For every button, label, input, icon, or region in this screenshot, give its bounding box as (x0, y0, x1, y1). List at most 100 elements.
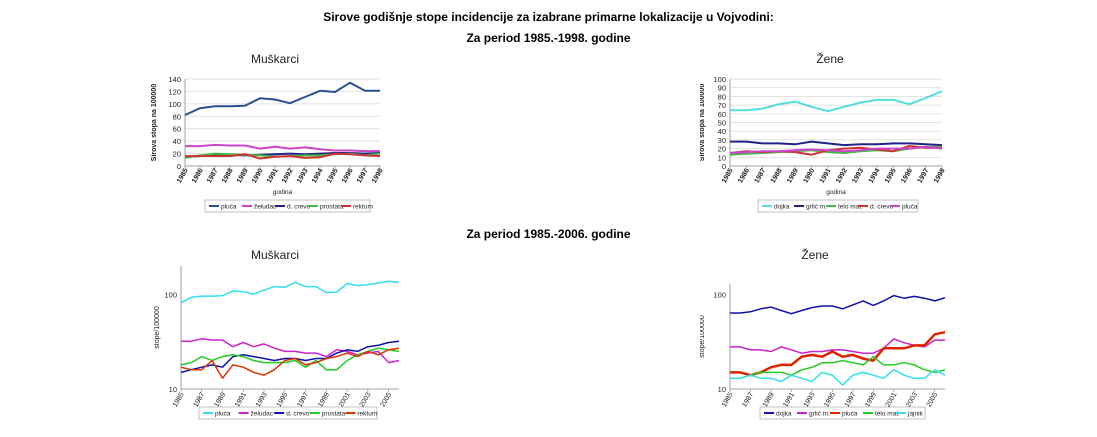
legend-label: jajnik (907, 411, 924, 418)
x-tick-label: 1987 (206, 167, 220, 184)
series-line-rektum (185, 152, 381, 160)
y-tick-label: 40 (173, 137, 181, 146)
x-tick-label: 2001 (338, 391, 352, 408)
y-tick-label: 0 (177, 162, 181, 171)
x-tick-label: 2001 (885, 391, 899, 408)
y-tick-label: 100 (164, 290, 177, 299)
x-tick-label: 1992 (835, 167, 849, 184)
legend-label: rektum (357, 411, 377, 418)
legend-label: rektum (353, 204, 373, 211)
y-tick-label: 60 (718, 110, 726, 119)
x-tick-label: 1987 (741, 391, 755, 408)
x-axis-label: godina (273, 189, 293, 196)
series-line-grlim (730, 140, 943, 147)
x-tick-label: 2005 (926, 391, 940, 408)
x-tick-label: 1997 (296, 391, 310, 408)
legend-label: pluća (842, 411, 858, 418)
y-tick-label: 120 (168, 87, 181, 96)
y-tick-label: 0 (722, 162, 726, 171)
x-tick-label: 1990 (251, 167, 265, 184)
legend-box (198, 406, 378, 420)
y-tick-label: 40 (718, 127, 726, 136)
y-axis-label: stope/100000 (154, 306, 161, 349)
series-line-plua (184, 81, 380, 116)
series-line-dojka (730, 294, 946, 315)
legend-box (759, 406, 926, 420)
series-line-jajnik (730, 369, 946, 386)
chart-men-1985-1998: Muškarci 0 20 40 60 80 100 120 140 Sirova stopa n… (151, 52, 385, 213)
period-title-2: Za period 1985.-2006. godine (466, 227, 631, 241)
series-line-plua (730, 330, 946, 377)
period-title-1: Za period 1985.-1998. godine (466, 31, 631, 45)
x-tick-label: 1996 (341, 167, 355, 184)
y-tick-label: 80 (718, 92, 726, 101)
x-axis-label: godina (826, 189, 846, 196)
legend-box (757, 199, 919, 213)
x-tick-label: 1993 (851, 167, 865, 184)
x-tick-label: 1988 (221, 167, 235, 184)
x-tick-label: 1986 (191, 167, 205, 184)
x-tick-label: 1987 (753, 167, 767, 184)
x-tick-label: 1989 (236, 167, 250, 184)
legend-label: d. crevo (286, 411, 310, 418)
series-line-dojka (730, 90, 943, 113)
x-tick-label: 1991 (782, 391, 796, 408)
x-tick-label: 1998 (933, 167, 947, 184)
x-tick-label: 1989 (786, 167, 800, 184)
x-tick-label: 1995 (276, 391, 290, 408)
x-tick-label: 1995 (326, 167, 340, 184)
legend-box (204, 199, 371, 213)
x-tick-label: 1993 (255, 391, 269, 408)
legend-label: želudac (251, 411, 274, 418)
x-tick-label: 1989 (213, 391, 227, 408)
x-tick-label: 2003 (359, 391, 373, 408)
x-tick-label: 1988 (770, 167, 784, 184)
y-tick-label: 10 (718, 385, 726, 394)
x-tick-label: 1993 (296, 167, 310, 184)
x-tick-label: 2003 (905, 391, 919, 408)
x-tick-label: 1997 (917, 167, 931, 184)
chart-title: Žene (801, 247, 829, 262)
y-tick-label: 140 (168, 75, 181, 84)
series-line-plua (729, 145, 943, 154)
series-line-dcrevo (180, 340, 400, 374)
legend-label: grlić m. (809, 411, 830, 418)
y-tick-label: 100 (713, 291, 726, 300)
x-tick-label: 2005 (379, 391, 393, 408)
legend-label: dojka (776, 411, 792, 418)
x-tick-label: 1997 (844, 391, 858, 408)
legend-label: telo mat. (838, 204, 863, 211)
x-tick-label: 1986 (737, 167, 751, 184)
y-tick-label: 20 (173, 150, 181, 159)
y-tick-label: 60 (173, 125, 181, 134)
x-tick-label: 1994 (311, 167, 325, 184)
x-tick-label: 1996 (900, 167, 914, 184)
series-line-eludac (185, 143, 380, 153)
y-tick-label: 100 (713, 75, 726, 84)
legend-label: d. crevo (870, 204, 894, 211)
chart-title: Muškarci (251, 52, 299, 66)
page-title: Sirove godišnje stope incidencije za iza… (323, 10, 774, 24)
series-line-prostata (180, 347, 400, 371)
x-tick-label: 1992 (281, 167, 295, 184)
y-tick-label: 30 (718, 136, 726, 145)
x-tick-label: 1998 (371, 167, 385, 184)
legend-label: pluća (221, 204, 237, 211)
x-tick-label: 1999 (864, 391, 878, 408)
y-tick-label: 10 (169, 385, 177, 394)
x-tick-label: 1991 (819, 167, 833, 184)
chart-title: Muškarci (251, 248, 299, 262)
x-tick-label: 1997 (356, 167, 370, 184)
y-tick-label: 80 (173, 112, 181, 121)
legend-label: prostata (322, 411, 346, 418)
legend-label: d. crevo (287, 204, 311, 211)
legend-label: grlić m. (806, 204, 827, 211)
y-tick-label: 70 (718, 101, 726, 110)
legend-label: pluća (215, 411, 231, 418)
series-line-plua (180, 280, 400, 304)
legend-label: dojka (774, 204, 790, 211)
y-tick-label: 50 (718, 119, 726, 128)
